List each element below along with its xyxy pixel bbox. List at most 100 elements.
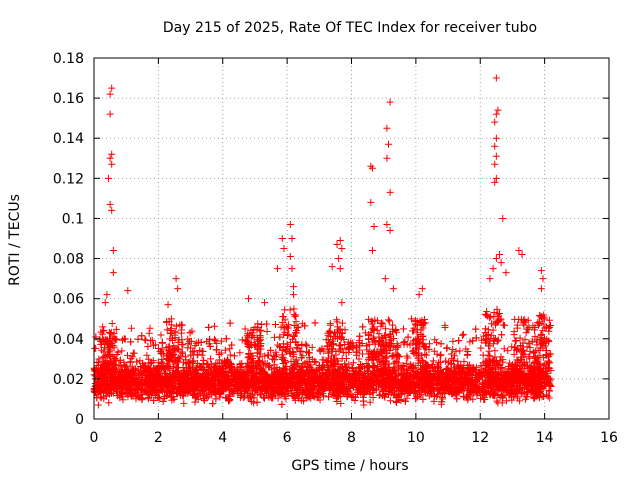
data-point	[276, 333, 284, 341]
data-point	[242, 385, 250, 393]
data-point	[392, 391, 400, 399]
data-point	[216, 381, 224, 389]
data-point	[135, 381, 143, 389]
data-point	[206, 335, 214, 343]
data-point	[184, 376, 192, 384]
data-point	[430, 385, 438, 393]
data-point	[153, 364, 161, 372]
data-point	[128, 353, 136, 361]
data-point	[547, 350, 555, 358]
data-point	[282, 366, 290, 374]
data-point	[412, 372, 420, 380]
data-point	[537, 367, 545, 375]
data-point	[224, 368, 232, 376]
data-point	[443, 344, 451, 352]
data-point	[187, 337, 195, 345]
data-point	[397, 396, 405, 404]
data-point	[150, 396, 158, 404]
data-point	[177, 382, 185, 390]
data-point	[447, 350, 455, 358]
data-point	[191, 398, 199, 406]
data-point	[273, 378, 281, 386]
data-point	[99, 381, 107, 389]
data-point	[337, 399, 345, 407]
data-point	[341, 341, 349, 349]
data-point	[166, 373, 174, 381]
data-point	[128, 371, 136, 379]
data-point	[502, 397, 510, 405]
data-point	[199, 387, 207, 395]
data-point	[95, 355, 103, 363]
data-point	[413, 394, 421, 402]
data-point	[264, 388, 272, 396]
data-point	[142, 336, 150, 344]
data-point	[311, 319, 319, 327]
data-point	[429, 378, 437, 386]
data-point	[91, 344, 99, 352]
data-point	[533, 390, 541, 398]
data-point	[159, 397, 167, 405]
data-point	[211, 389, 219, 397]
data-point	[145, 329, 153, 337]
data-point	[141, 336, 149, 344]
data-point	[507, 383, 515, 391]
data-point	[324, 376, 332, 384]
data-point	[278, 388, 286, 396]
data-point	[198, 381, 206, 389]
data-point	[259, 378, 267, 386]
data-point	[329, 382, 337, 390]
data-point	[221, 346, 229, 354]
data-point	[188, 327, 196, 335]
data-point	[431, 336, 439, 344]
data-point	[226, 380, 234, 388]
data-point	[386, 384, 394, 392]
data-point	[148, 336, 156, 344]
data-point	[359, 397, 367, 405]
data-point	[217, 337, 225, 345]
data-point	[348, 364, 356, 372]
data-point	[351, 397, 359, 405]
data-point	[493, 397, 501, 405]
data-point	[201, 386, 209, 394]
data-point	[118, 347, 126, 355]
data-point	[260, 368, 268, 376]
data-point	[202, 374, 210, 382]
data-point	[488, 374, 496, 382]
data-point	[400, 339, 408, 347]
data-point	[238, 359, 246, 367]
data-point	[276, 343, 284, 351]
data-point	[331, 378, 339, 386]
data-point	[226, 396, 234, 404]
data-point	[120, 358, 128, 366]
data-point	[236, 361, 244, 369]
data-point	[116, 356, 124, 364]
data-point	[503, 387, 511, 395]
data-point	[209, 400, 217, 408]
data-point	[388, 388, 396, 396]
data-point	[407, 371, 415, 379]
data-point	[231, 352, 239, 360]
data-point	[464, 394, 472, 402]
data-point	[226, 351, 234, 359]
data-point	[345, 348, 353, 356]
data-point	[406, 383, 414, 391]
data-point	[397, 370, 405, 378]
data-point	[207, 355, 215, 363]
data-point	[430, 347, 438, 355]
data-point	[132, 367, 140, 375]
data-point	[120, 335, 128, 343]
data-point	[453, 376, 461, 384]
data-point	[94, 401, 102, 409]
data-point	[136, 357, 144, 365]
data-point	[276, 367, 284, 375]
data-point	[308, 343, 316, 351]
data-point	[186, 344, 194, 352]
data-point	[119, 385, 127, 393]
data-point	[141, 387, 149, 395]
data-point	[379, 375, 387, 383]
data-point	[498, 331, 506, 339]
data-point	[436, 351, 444, 359]
data-point	[434, 391, 442, 399]
data-point	[420, 370, 428, 378]
data-point	[178, 375, 186, 383]
